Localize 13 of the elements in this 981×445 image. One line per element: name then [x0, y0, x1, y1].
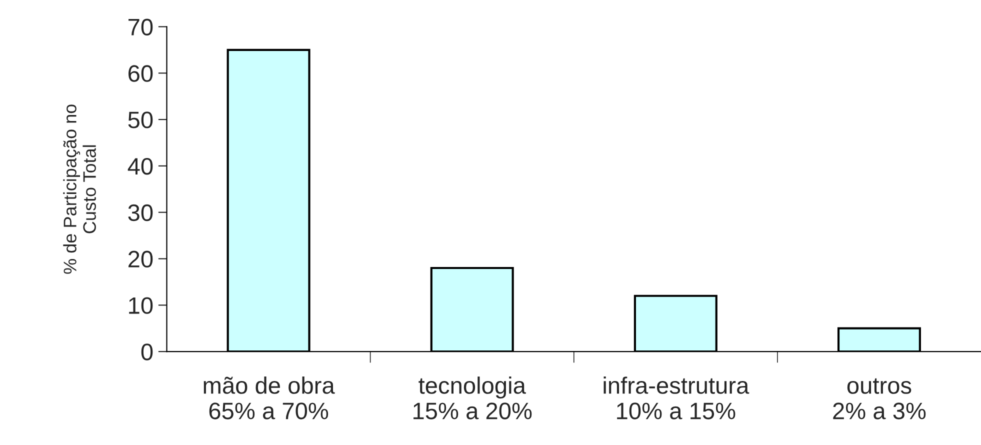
y-tick-label: 50	[128, 112, 153, 128]
y-tick-label: 70	[128, 18, 153, 36]
y-tick-label: 20	[128, 250, 153, 268]
x-tick-label: tecnologia 15% a 20%	[414, 376, 532, 420]
y-tick-label: 0	[141, 344, 153, 360]
y-axis-title: % de Participação no Custo Total	[63, 104, 96, 274]
x-tick-label: outros 2% a 3%	[833, 378, 926, 420]
y-tick-label: 60	[128, 65, 153, 82]
x-tick-label: infra-estrutura 10% a 15%	[604, 376, 750, 420]
y-tick-label: 10	[129, 297, 153, 314]
y-tick-label: 30	[128, 204, 153, 222]
x-tick-label: mão de obra 65% a 70%	[204, 376, 335, 420]
y-tick-label: 40	[128, 158, 153, 175]
